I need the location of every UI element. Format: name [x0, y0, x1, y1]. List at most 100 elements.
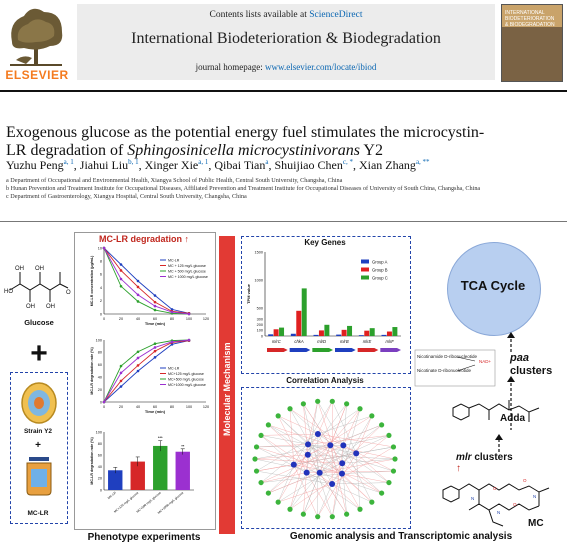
author-name[interactable]: Qibai Tian: [214, 158, 266, 172]
network-edge: [317, 453, 357, 517]
bar: [279, 327, 285, 336]
network-node: [329, 480, 336, 487]
glucose-structure: HO OH OH OH OH O: [4, 266, 71, 310]
y-tick-label: 0: [261, 334, 263, 338]
author-name[interactable]: Xinger Xie: [144, 158, 199, 172]
network-edge: [342, 458, 396, 464]
network-edge: [332, 445, 344, 517]
bar: [341, 329, 347, 336]
svg-text:OH: OH: [46, 304, 55, 310]
network-edge: [343, 445, 394, 472]
cover-title: INTERNATIONAL BIODETERIORATION & BIODEGR…: [505, 10, 555, 28]
network-edge: [307, 408, 361, 445]
network-node: [275, 499, 281, 505]
author-affiliation-marker[interactable]: a, 1: [198, 158, 209, 166]
strain-label: Strain Y2: [23, 428, 53, 435]
x-tick-label: 80: [170, 405, 174, 409]
network-edge: [341, 435, 390, 474]
network-node: [305, 441, 312, 448]
network-edge: [330, 445, 382, 494]
legend-label: MC + 500 mg/L glucose: [168, 269, 206, 273]
author-affiliation-marker[interactable]: b, 1: [128, 158, 139, 166]
network-edge: [303, 454, 309, 515]
bar: [313, 334, 319, 336]
series-line: [103, 247, 190, 314]
network-edge: [307, 444, 333, 517]
tca-cycle-label: TCA Cycle: [460, 278, 526, 293]
network-edge: [306, 472, 372, 503]
x-tick-label: 40: [136, 405, 140, 409]
network-edge: [306, 401, 318, 473]
data-point: [153, 304, 157, 308]
network-node: [315, 398, 321, 404]
bar: [358, 335, 364, 336]
network-node: [265, 490, 271, 496]
y-tick-label: 300: [257, 318, 263, 322]
author-separator: ,: [208, 158, 215, 172]
phenotype-footer: Phenotype experiments: [87, 532, 201, 543]
svg-text:OH: OH: [26, 304, 35, 310]
network-edge: [332, 473, 343, 517]
glucose-label: Glucose: [24, 318, 54, 327]
network-node: [287, 506, 293, 512]
author-affiliation-marker[interactable]: c, *: [342, 158, 353, 166]
network-node: [353, 450, 360, 457]
mlr-up-arrow-icon: ↑: [456, 463, 461, 474]
homepage-link[interactable]: www.elsevier.com/locate/ibiod: [265, 62, 377, 72]
network-edge: [330, 403, 347, 446]
y-tick-label: 20: [98, 477, 102, 481]
bar: [381, 334, 387, 336]
key-genes-box: [241, 236, 411, 374]
x-tick-label: chkA: [294, 339, 304, 344]
bar: [369, 328, 375, 336]
network-edge: [260, 435, 333, 485]
paa-italic: paa: [510, 352, 529, 364]
y-tick-label: 100: [257, 329, 263, 333]
key-genes-title: Key Genes: [304, 238, 346, 247]
y-tick-label: 200: [257, 323, 263, 327]
network-edge: [341, 403, 347, 464]
network-node: [304, 451, 311, 458]
network-node: [303, 469, 310, 476]
author-affiliation-marker[interactable]: a, **: [415, 158, 430, 166]
network-edge: [268, 445, 331, 494]
series-line: [103, 247, 190, 315]
network-node: [386, 479, 392, 486]
bar: [273, 329, 279, 336]
legend-label: MC+1000 mg/L glucose: [168, 383, 206, 387]
x-tick-label: 80: [170, 317, 174, 321]
data-point: [153, 346, 157, 349]
x-tick-label: mlrD: [317, 339, 326, 344]
author-name[interactable]: Shuijiao Chen: [274, 158, 343, 172]
network-edge: [268, 424, 320, 473]
mlr-rest: clusters: [471, 452, 513, 463]
network-node: [300, 511, 306, 517]
author-name[interactable]: Xian Zhang: [358, 158, 416, 172]
author-name[interactable]: Yuzhu Peng: [6, 158, 64, 172]
data-point: [119, 385, 123, 388]
network-edge: [268, 424, 308, 455]
network-node: [314, 431, 321, 438]
title-strain: Y2: [360, 142, 383, 159]
y-tick-label: 20: [98, 388, 102, 392]
data-point: [153, 356, 157, 359]
journal-cover[interactable]: INTERNATIONAL BIODETERIORATION & BIODEGR…: [501, 4, 563, 82]
sciencedirect-link[interactable]: ScienceDirect: [309, 10, 363, 20]
data-point: [187, 312, 191, 316]
y-tick-label: 80: [98, 442, 102, 446]
y-tick-label: 500: [257, 306, 263, 310]
author-affiliation-marker[interactable]: a, 1: [63, 158, 74, 166]
elsevier-tree-logo[interactable]: [4, 2, 68, 82]
journal-banner: [77, 4, 495, 80]
legend-swatch: [361, 259, 369, 264]
section-rule: [0, 221, 567, 222]
author-affiliation-marker[interactable]: a: [265, 158, 269, 166]
network-edge: [331, 415, 373, 485]
x-tick-label: 60: [153, 317, 157, 321]
x-tick-label: 0: [103, 317, 105, 321]
legend-label: MC+500 mg/L glucose: [168, 377, 204, 381]
author-name[interactable]: Jiahui Liu: [79, 158, 129, 172]
network-edge: [289, 445, 344, 510]
x-tick-label: 100: [186, 405, 192, 409]
y-axis-label: MC-LR concentration (μg/mL): [90, 255, 94, 306]
